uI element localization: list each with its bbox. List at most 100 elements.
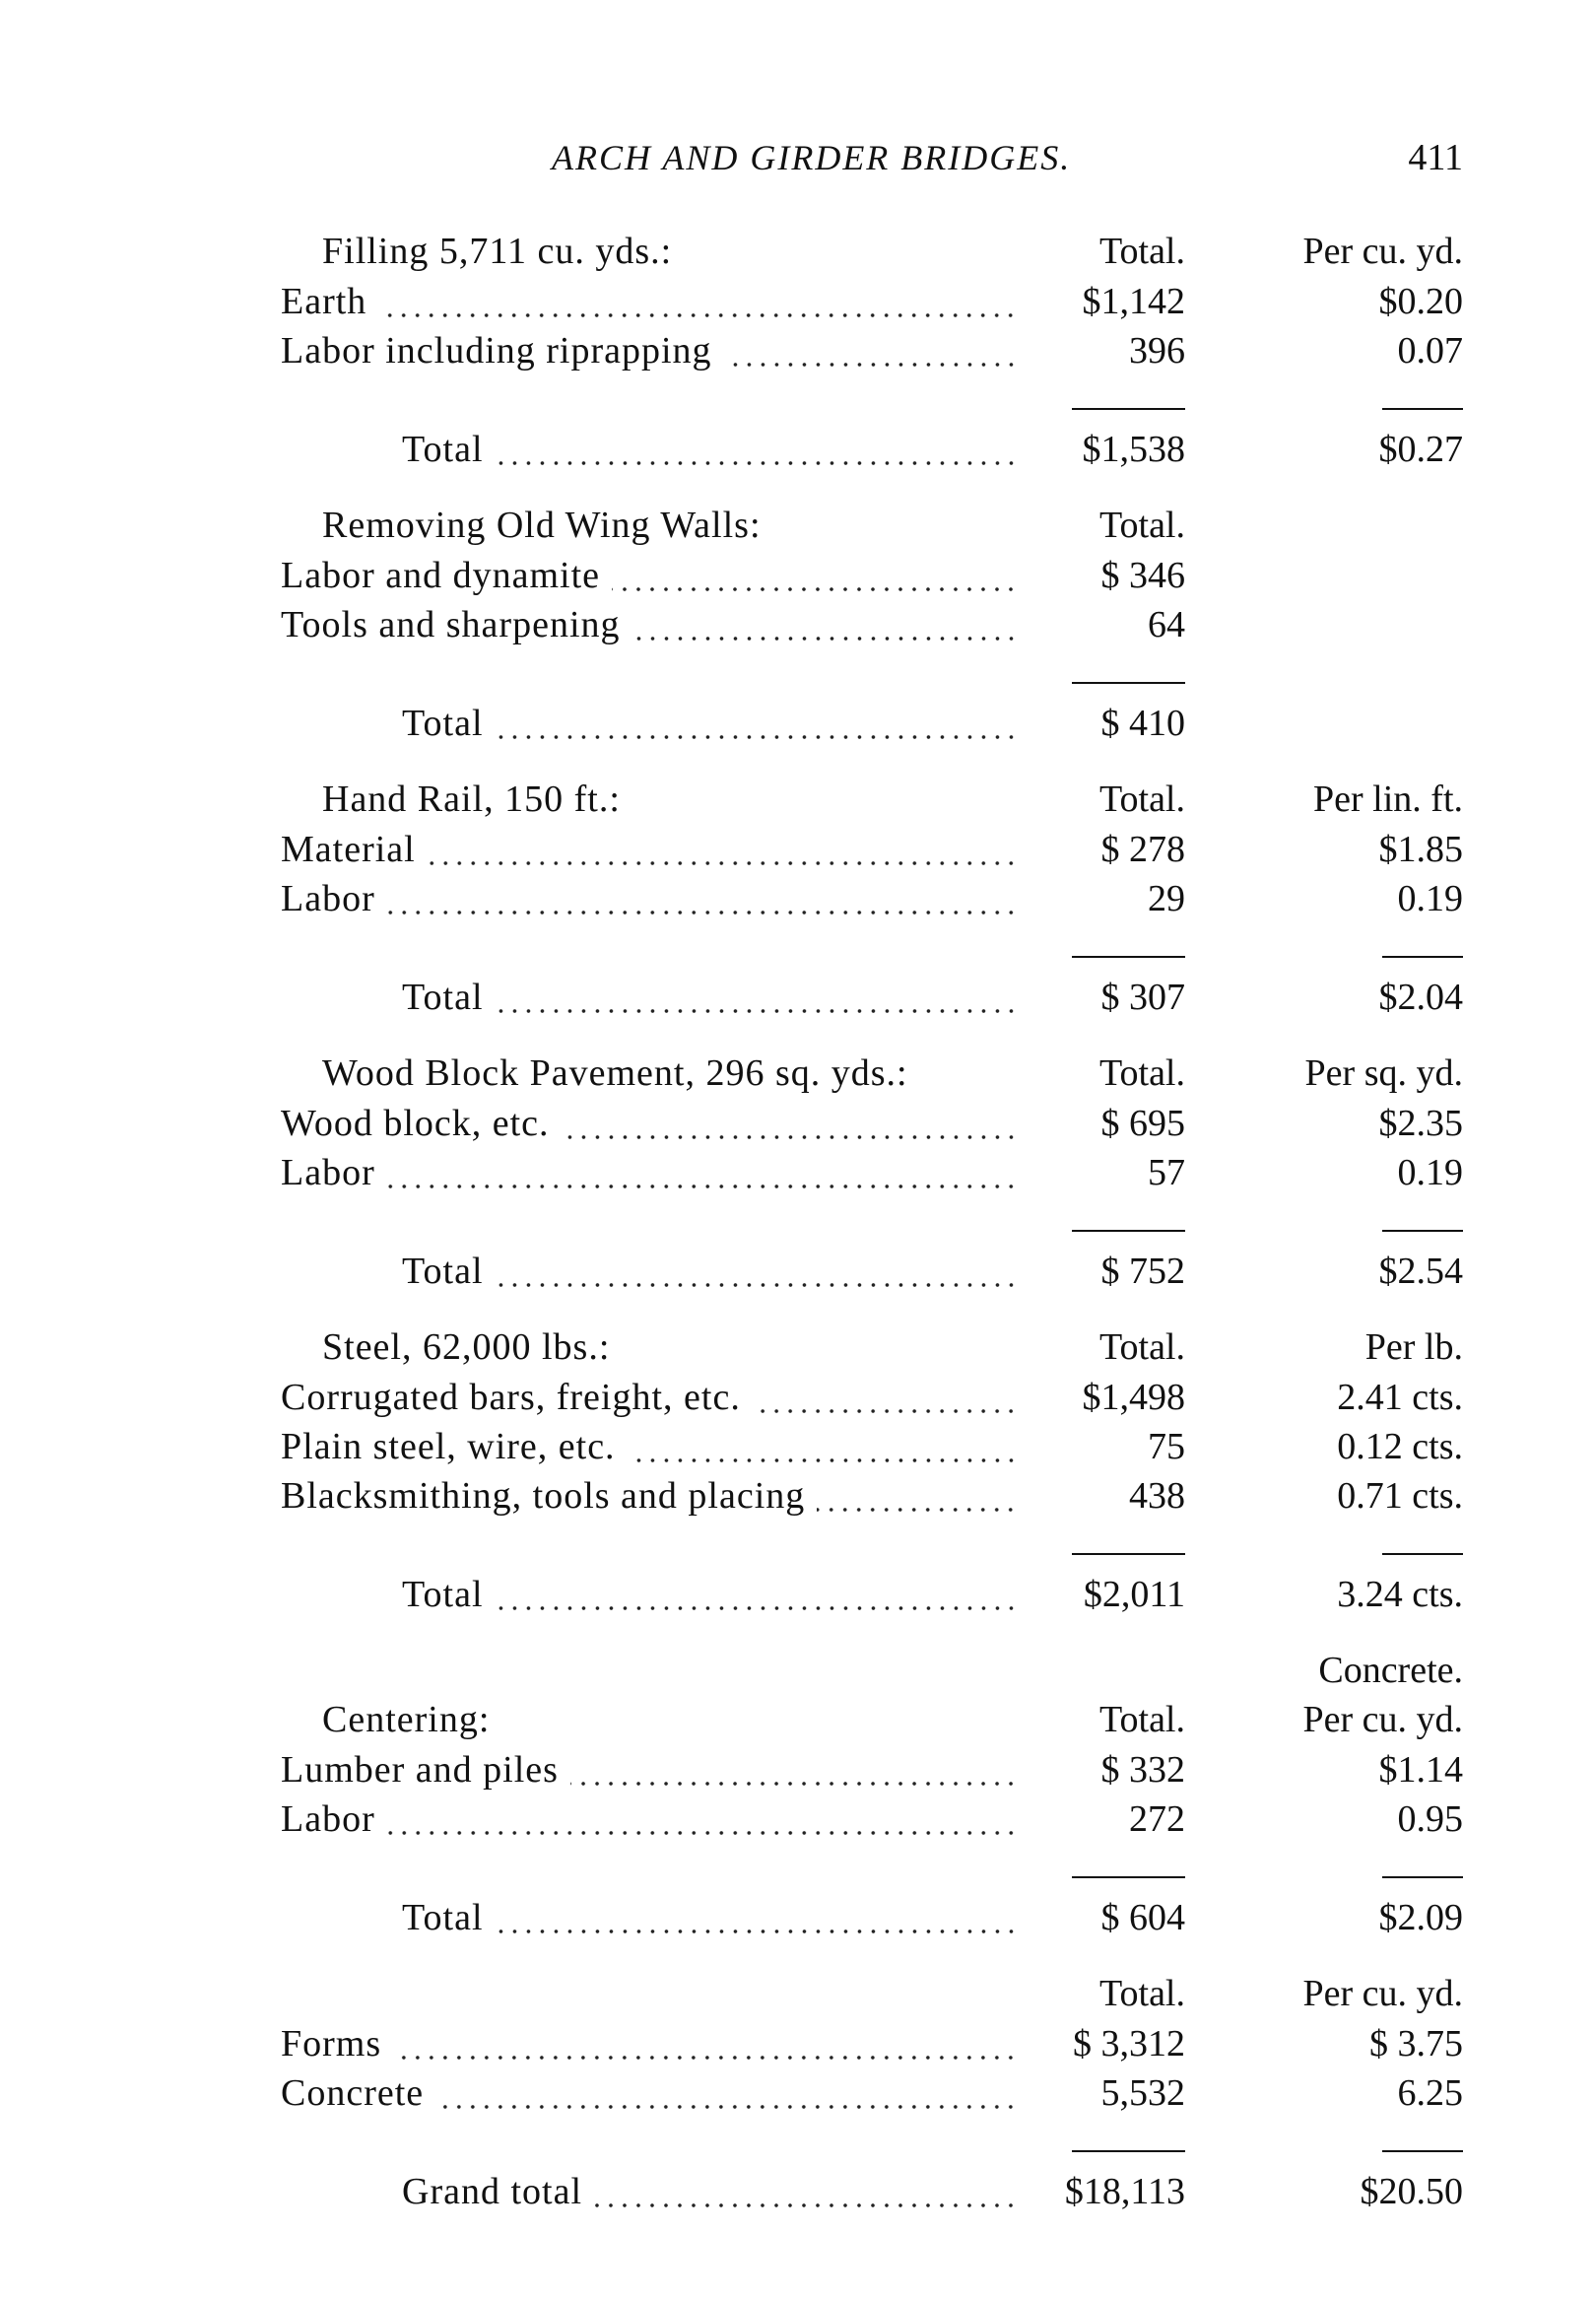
total-cell: Total. <box>1098 505 1185 546</box>
column-header-row: Steel, 62,000 lbs.: Total. Per lb. <box>281 1322 1463 1372</box>
total-cell: 396 <box>1129 330 1185 372</box>
label-cell: Blacksmithing, tools and placing <box>281 1471 1028 1521</box>
total-cell: $1,538 <box>1082 429 1186 470</box>
total-cell: 57 <box>1148 1152 1185 1193</box>
column-header-row: Filling 5,711 cu. yds.: Total. Per cu. yd. <box>281 227 1463 276</box>
leader-dots <box>495 733 1018 741</box>
total-cell: $1,498 <box>1082 1377 1186 1418</box>
total-cell: $ 752 <box>1100 1251 1186 1292</box>
label: Labor <box>281 1152 375 1193</box>
total-cell: Total. <box>1098 1326 1185 1368</box>
total-cell: Total. <box>1098 1973 1185 2014</box>
label-cell: Filling 5,711 cu. yds.: <box>281 227 1028 276</box>
per-unit-cell: $2.09 <box>1378 1897 1464 1938</box>
per-unit-cell: 3.24 cts. <box>1337 1574 1463 1615</box>
label: Lumber and piles <box>281 1749 559 1791</box>
sum-rule <box>1072 682 1185 684</box>
sum-rule <box>1072 956 1185 958</box>
note-row: Concrete. <box>281 1646 1463 1695</box>
per-unit-cell: 2.41 cts. <box>1337 1377 1463 1418</box>
leader-dots <box>594 2201 1018 2209</box>
leader-dots <box>495 1604 1018 1612</box>
running-title: ARCH AND GIRDER BRIDGES. <box>552 138 1072 177</box>
per-unit-cell: $2.54 <box>1378 1251 1464 1292</box>
total-cell: 75 <box>1148 1426 1185 1467</box>
leader-dots <box>378 311 1018 319</box>
per-unit-cell: $0.20 <box>1378 281 1464 322</box>
per-unit-cell: 0.71 cts. <box>1337 1475 1463 1517</box>
total-cell: $ 307 <box>1100 977 1186 1018</box>
label-cell: Material <box>281 825 1028 874</box>
sum-rule <box>1072 408 1185 410</box>
total-cell: Total. <box>1098 1699 1185 1740</box>
total-cell: 29 <box>1148 878 1185 919</box>
leader-dots <box>723 361 1018 369</box>
total-row: Total $2,011 3.24 cts. <box>281 1570 1463 1619</box>
per-unit-cell: 0.07 <box>1397 330 1464 372</box>
column-header-row: Wood Block Pavement, 296 sq. yds.: Total.… <box>281 1049 1463 1098</box>
label-cell: Lumber and piles <box>281 1745 1028 1794</box>
label: Labor <box>281 878 375 919</box>
item-row: Concrete 5,532 6.25 <box>281 2068 1463 2118</box>
item-row: Blacksmithing, tools and placing 438 0.71 … <box>281 1471 1463 1521</box>
leader-dots <box>386 1829 1018 1837</box>
per-unit-cell: Per lb. <box>1364 1326 1463 1368</box>
per-unit-cell: 6.25 <box>1397 2072 1464 2114</box>
sum-rule <box>1072 1876 1185 1878</box>
sum-rule <box>1382 2150 1463 2152</box>
label-cell: Centering: <box>281 1695 1028 1744</box>
total-row: Total $1,538 $0.27 <box>281 425 1463 474</box>
leader-dots <box>427 859 1018 867</box>
total-cell: $ 332 <box>1100 1749 1186 1791</box>
label-cell: Labor <box>281 874 1028 923</box>
sum-rule <box>1072 2150 1185 2152</box>
item-row: Wood block, etc. $ 695 $2.35 <box>281 1099 1463 1148</box>
sum-rule <box>1382 1230 1463 1232</box>
label-cell: Wood block, etc. <box>281 1099 1028 1148</box>
per-unit-cell: 0.19 <box>1397 1152 1464 1193</box>
leader-dots <box>386 1183 1018 1190</box>
leader-dots <box>386 909 1018 916</box>
leader-dots <box>569 1780 1018 1788</box>
label: Corrugated bars, freight, etc. <box>281 1377 741 1418</box>
total-row: Total $ 604 $2.09 <box>281 1893 1463 1942</box>
sum-rule <box>1382 956 1463 958</box>
label-cell: Labor <box>281 1148 1028 1197</box>
total-cell: Total. <box>1098 778 1185 820</box>
total-cell: 64 <box>1148 604 1185 645</box>
per-unit-cell: Per cu. yd. <box>1302 231 1463 272</box>
label: Centering: <box>322 1699 491 1740</box>
item-row: Material $ 278 $1.85 <box>281 825 1463 874</box>
per-unit-cell: 0.95 <box>1397 1798 1464 1840</box>
label-cell: Total <box>281 1570 1028 1619</box>
leader-dots <box>495 459 1018 467</box>
total-row: Total $ 410 <box>281 699 1463 748</box>
label: Plain steel, wire, etc. <box>281 1426 616 1467</box>
label: Labor <box>281 1798 375 1840</box>
label-cell: Steel, 62,000 lbs.: <box>281 1322 1028 1372</box>
label: Total <box>402 1574 484 1615</box>
label: Forms <box>281 2023 382 2064</box>
per-unit-cell: Per sq. yd. <box>1304 1052 1463 1094</box>
label-cell: Total <box>281 1247 1028 1296</box>
leader-dots <box>435 2103 1018 2111</box>
label: Grand total <box>402 2171 583 2212</box>
total-cell: 438 <box>1129 1475 1185 1517</box>
item-row: Plain steel, wire, etc. 75 0.12 cts. <box>281 1422 1463 1471</box>
per-unit-cell: 0.19 <box>1397 878 1464 919</box>
per-unit-cell: Per lin. ft. <box>1313 778 1463 820</box>
column-header-row: Removing Old Wing Walls: Total. <box>281 501 1463 550</box>
label: Total <box>402 977 484 1018</box>
leader-dots <box>632 635 1018 643</box>
per-unit-cell: $2.04 <box>1378 977 1464 1018</box>
per-unit-cell: $1.85 <box>1378 829 1464 870</box>
per-unit-cell: $0.27 <box>1378 429 1464 470</box>
item-row: Earth $1,142 $0.20 <box>281 277 1463 326</box>
item-row: Labor and dynamite $ 346 <box>281 551 1463 600</box>
label-cell: Grand total <box>281 2167 1028 2216</box>
column-header-row: Hand Rail, 150 ft.: Total. Per lin. ft. <box>281 775 1463 824</box>
total-cell: $ 695 <box>1100 1103 1186 1144</box>
label: Concrete <box>281 2072 425 2114</box>
item-row: Labor 57 0.19 <box>281 1148 1463 1197</box>
